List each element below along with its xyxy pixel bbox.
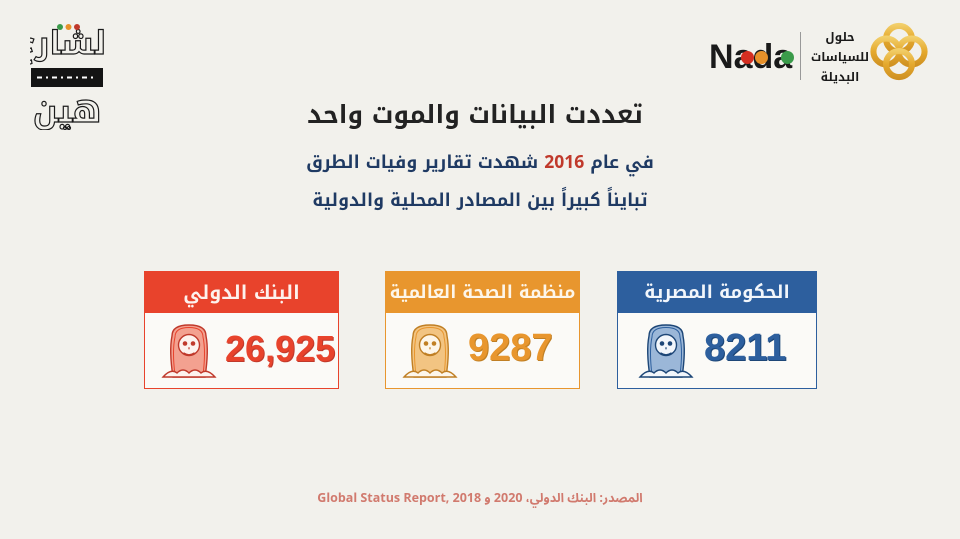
svg-text:هين: هين [33, 81, 101, 130]
svg-text:الشارع: الشارع [30, 14, 104, 74]
